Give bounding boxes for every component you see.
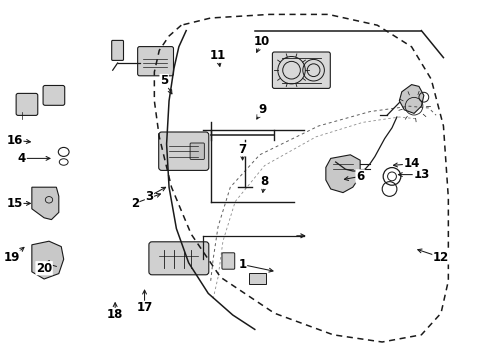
Text: 1: 1 — [239, 258, 246, 271]
Text: 12: 12 — [433, 251, 449, 264]
Text: 15: 15 — [6, 197, 23, 210]
FancyBboxPatch shape — [190, 143, 204, 159]
FancyBboxPatch shape — [138, 46, 173, 76]
FancyBboxPatch shape — [272, 52, 330, 89]
Text: 6: 6 — [356, 170, 364, 183]
Text: 2: 2 — [131, 197, 139, 210]
FancyBboxPatch shape — [112, 40, 123, 60]
Polygon shape — [399, 85, 424, 113]
Text: 13: 13 — [413, 168, 430, 181]
Text: 9: 9 — [258, 103, 266, 116]
Text: 4: 4 — [18, 152, 26, 165]
Polygon shape — [32, 187, 59, 220]
Text: 10: 10 — [254, 35, 270, 48]
Text: 14: 14 — [403, 157, 420, 170]
Text: 3: 3 — [146, 190, 153, 203]
Polygon shape — [326, 155, 360, 193]
Text: 17: 17 — [136, 301, 153, 314]
Text: 8: 8 — [261, 175, 269, 188]
Text: 7: 7 — [239, 143, 246, 156]
Text: 5: 5 — [160, 75, 168, 87]
FancyBboxPatch shape — [249, 273, 266, 284]
Text: 19: 19 — [4, 251, 21, 264]
Text: 16: 16 — [6, 134, 23, 147]
FancyBboxPatch shape — [16, 93, 38, 116]
FancyBboxPatch shape — [149, 242, 209, 275]
Polygon shape — [32, 241, 64, 279]
Text: 11: 11 — [210, 49, 226, 62]
Text: 20: 20 — [36, 262, 52, 275]
Text: 18: 18 — [107, 309, 123, 321]
FancyBboxPatch shape — [43, 85, 65, 105]
FancyBboxPatch shape — [159, 132, 209, 170]
FancyBboxPatch shape — [222, 253, 235, 269]
